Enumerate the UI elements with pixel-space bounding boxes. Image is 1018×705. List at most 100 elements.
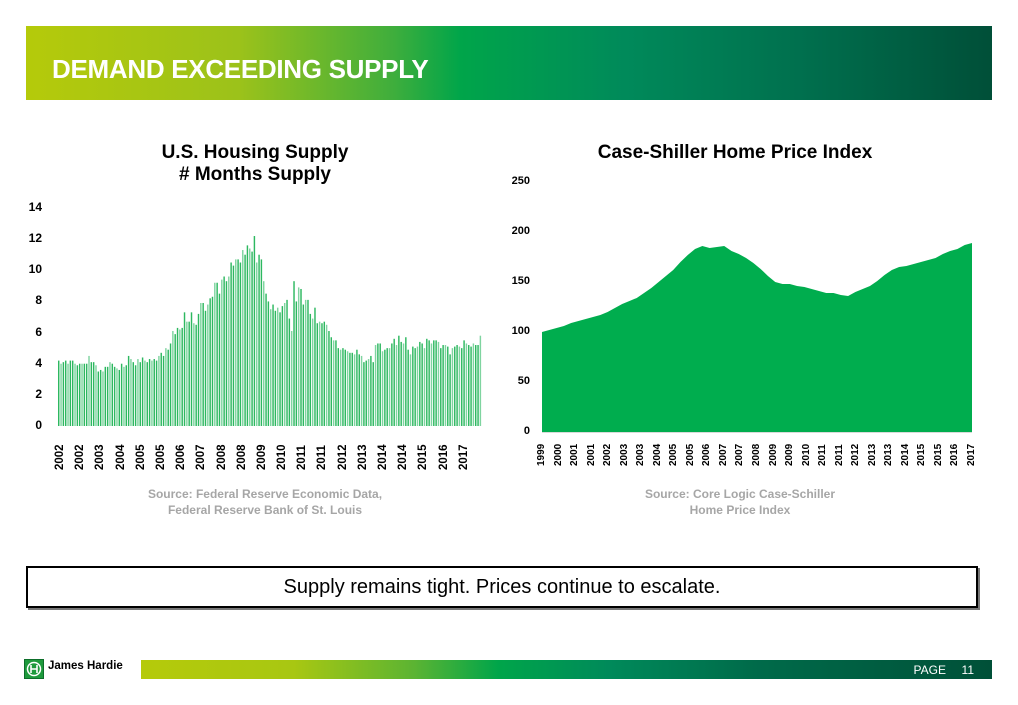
price-y-tick: 150 bbox=[511, 275, 530, 287]
supply-bar bbox=[246, 245, 249, 426]
supply-bar bbox=[216, 282, 218, 426]
supply-bar bbox=[370, 355, 372, 426]
price-y-tick: 250 bbox=[511, 175, 530, 187]
supply-bar bbox=[251, 251, 253, 426]
supply-bar bbox=[188, 321, 190, 426]
supply-bar bbox=[288, 318, 291, 426]
supply-bar bbox=[90, 362, 93, 426]
supply-bar bbox=[265, 293, 267, 426]
supply-bar bbox=[242, 250, 244, 426]
supply-bar bbox=[195, 324, 197, 426]
supply-bar bbox=[279, 312, 281, 426]
price-source: Source: Core Logic Case-Schiller Home Pr… bbox=[600, 486, 880, 518]
supply-y-tick: 0 bbox=[35, 418, 42, 432]
price-y-tick: 100 bbox=[511, 325, 530, 337]
supply-bar bbox=[244, 254, 246, 426]
supply-bar bbox=[314, 307, 316, 426]
supply-bar bbox=[120, 363, 123, 426]
supply-source-line1: Source: Federal Reserve Economic Data, bbox=[147, 487, 383, 501]
supply-bar bbox=[342, 348, 344, 426]
supply-bar bbox=[430, 343, 433, 426]
supply-bar bbox=[318, 321, 321, 426]
supply-bar bbox=[167, 349, 169, 426]
supply-bar bbox=[235, 259, 237, 426]
supply-y-tick: 6 bbox=[35, 324, 42, 339]
supply-bar bbox=[179, 329, 181, 426]
supply-y-tick: 14 bbox=[28, 200, 42, 214]
supply-bar bbox=[379, 343, 381, 426]
callout-box: Supply remains tight. Prices continue to… bbox=[26, 566, 978, 608]
supply-bar bbox=[74, 363, 76, 426]
supply-bar bbox=[186, 321, 188, 426]
supply-bar bbox=[346, 351, 349, 426]
supply-bar bbox=[165, 348, 167, 426]
supply-bar bbox=[253, 236, 256, 426]
supply-bar bbox=[62, 362, 65, 426]
supply-bar bbox=[307, 299, 309, 426]
callout-text: Supply remains tight. Prices continue to… bbox=[283, 576, 721, 598]
supply-bar bbox=[437, 341, 440, 426]
supply-bar bbox=[95, 365, 97, 426]
supply-bar bbox=[475, 345, 477, 426]
supply-bar bbox=[69, 360, 72, 426]
supply-bar bbox=[190, 312, 193, 426]
supply-bar bbox=[174, 334, 176, 426]
supply-bar bbox=[270, 309, 272, 426]
supply-bar bbox=[358, 354, 360, 426]
supply-bar bbox=[286, 299, 288, 426]
page-label: PAGE bbox=[913, 663, 946, 677]
supply-bar bbox=[67, 363, 69, 426]
supply-bar bbox=[374, 345, 377, 426]
supply-bar bbox=[116, 368, 118, 426]
supply-bar bbox=[414, 348, 416, 426]
company-name: James Hardie bbox=[48, 660, 123, 672]
supply-bar bbox=[456, 345, 458, 426]
price-source-line2: Home Price Index bbox=[689, 503, 791, 517]
supply-bar bbox=[365, 360, 367, 426]
supply-bar bbox=[400, 341, 402, 426]
supply-bar bbox=[78, 363, 81, 426]
supply-bar bbox=[321, 323, 323, 426]
price-area bbox=[542, 243, 972, 432]
supply-bar bbox=[225, 281, 228, 426]
price-y-tick: 200 bbox=[511, 225, 530, 237]
supply-bar bbox=[458, 346, 461, 426]
supply-bar bbox=[64, 360, 67, 426]
supply-bar bbox=[230, 262, 232, 426]
supply-bar bbox=[323, 321, 326, 426]
supply-bar bbox=[162, 355, 165, 426]
supply-bar bbox=[388, 348, 391, 426]
supply-bar bbox=[470, 346, 472, 426]
supply-bar bbox=[412, 346, 414, 426]
supply-bar bbox=[316, 323, 319, 426]
supply-bar bbox=[232, 265, 235, 426]
supply-bar bbox=[402, 343, 405, 426]
supply-bar bbox=[102, 371, 104, 426]
supply-bar bbox=[328, 331, 330, 426]
supply-bar bbox=[367, 359, 370, 426]
supply-bar bbox=[85, 363, 88, 426]
supply-source-line2: Federal Reserve Bank of St. Louis bbox=[167, 503, 363, 517]
supply-bar bbox=[146, 362, 148, 426]
supply-bar bbox=[139, 362, 141, 426]
supply-bar bbox=[451, 348, 454, 426]
supply-chart-title-line1: U.S. Housing Supply bbox=[161, 142, 349, 163]
supply-chart-title-line2: # Months Supply bbox=[179, 164, 331, 185]
supply-bar bbox=[395, 345, 398, 426]
supply-bar bbox=[344, 349, 346, 426]
supply-bar bbox=[335, 340, 337, 426]
supply-bar bbox=[155, 360, 158, 426]
supply-bar bbox=[113, 366, 116, 426]
supply-bar bbox=[472, 343, 475, 426]
supply-bar bbox=[330, 337, 333, 426]
supply-bar bbox=[256, 262, 258, 426]
supply-bar bbox=[130, 359, 132, 426]
supply-bar bbox=[295, 301, 298, 426]
supply-bar bbox=[468, 345, 470, 426]
supply-bar bbox=[118, 369, 121, 426]
price-y-tick: 0 bbox=[523, 425, 530, 437]
supply-bar bbox=[181, 327, 183, 426]
supply-bar bbox=[228, 276, 230, 426]
supply-bar bbox=[239, 262, 242, 426]
price-chart-title: Case-Shiller Home Price Index bbox=[597, 142, 873, 163]
